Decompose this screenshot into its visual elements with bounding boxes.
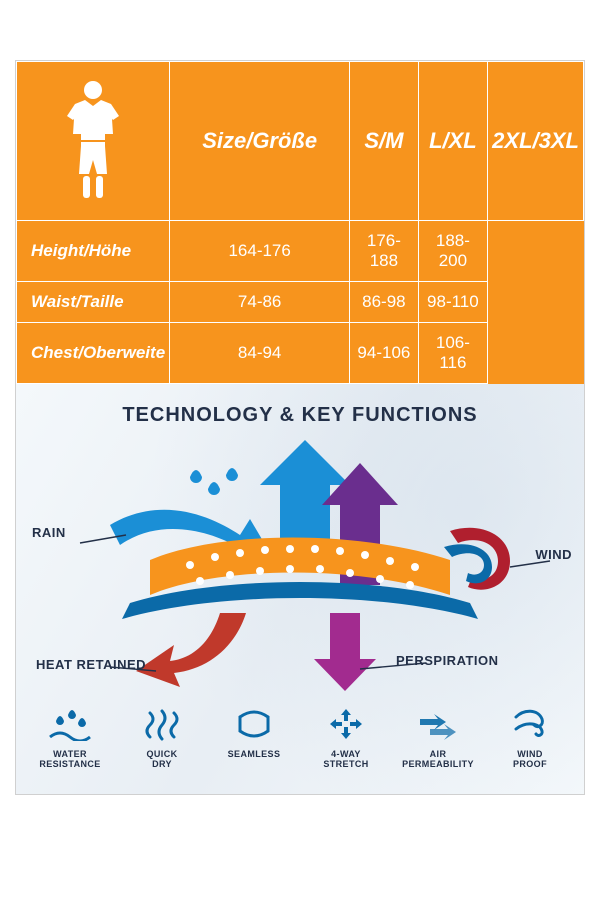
- feature-caption: AIR PERMEABILITY: [394, 749, 482, 770]
- tech-title: TECHNOLOGY & KEY FUNCTIONS: [26, 404, 574, 427]
- table-row: Chest/Oberweite 84-94 94-106 106-116: [17, 323, 584, 384]
- table-row: Waist/Taille 74-86 86-98 98-110: [17, 282, 584, 323]
- size-col-2: 2XL/3XL: [488, 62, 584, 221]
- cell: 86-98: [350, 282, 418, 323]
- label-heat: HEAT RETAINED: [36, 657, 146, 672]
- water-resistance-icon: [26, 705, 114, 743]
- feature-seamless: SEAMLESS: [210, 705, 298, 770]
- perspiration-arrow-icon: [314, 613, 376, 691]
- feature-water-resistance: WATER RESISTANCE: [26, 705, 114, 770]
- quick-dry-icon: [118, 705, 206, 743]
- label-wind: WIND: [535, 547, 572, 562]
- feature-quick-dry: QUICK DRY: [118, 705, 206, 770]
- size-table: Size/Größe S/M L/XL 2XL/3XL Height/Höhe …: [16, 61, 584, 384]
- cell: 106-116: [418, 323, 488, 384]
- cell: 74-86: [170, 282, 350, 323]
- cell: 176-188: [350, 221, 418, 282]
- feature-air-permeability: AIR PERMEABILITY: [394, 705, 482, 770]
- cell: 84-94: [170, 323, 350, 384]
- feature-caption: WIND PROOF: [486, 749, 574, 770]
- wind-proof-icon: [486, 705, 574, 743]
- feature-four-way-stretch: 4-WAY STRETCH: [302, 705, 390, 770]
- cell: 98-110: [418, 282, 488, 323]
- size-col-0: S/M: [350, 62, 418, 221]
- technology-panel: TECHNOLOGY & KEY FUNCTIONS: [16, 384, 584, 794]
- label-rain: RAIN: [32, 525, 66, 540]
- heat-arrow-icon: [136, 613, 246, 687]
- feature-caption: SEAMLESS: [210, 749, 298, 759]
- row-label: Waist/Taille: [17, 282, 170, 323]
- row-label: Height/Höhe: [17, 221, 170, 282]
- cell: 188-200: [418, 221, 488, 282]
- size-col-1: L/XL: [418, 62, 488, 221]
- seamless-icon: [210, 705, 298, 743]
- cell: 94-106: [350, 323, 418, 384]
- raindrops-icon: [190, 468, 238, 495]
- size-header-title: Size/Größe: [170, 62, 350, 221]
- person-icon-cell: [17, 62, 170, 221]
- person-icon: [21, 76, 165, 206]
- cell: 164-176: [170, 221, 350, 282]
- infographic-card: Size/Größe S/M L/XL 2XL/3XL Height/Höhe …: [15, 60, 585, 795]
- feature-wind-proof: WIND PROOF: [486, 705, 574, 770]
- feature-caption: WATER RESISTANCE: [26, 749, 114, 770]
- table-row: Height/Höhe 164-176 176-188 188-200: [17, 221, 584, 282]
- feature-caption: 4-WAY STRETCH: [302, 749, 390, 770]
- features-row: WATER RESISTANCE QUICK DRY: [26, 705, 574, 770]
- row-label: Chest/Oberweite: [17, 323, 170, 384]
- wind-arrow-icon: [444, 528, 510, 590]
- feature-caption: QUICK DRY: [118, 749, 206, 770]
- tech-diagram: RAIN WIND HEAT RETAINED PERSPIRATION: [26, 435, 574, 695]
- label-perspiration: PERSPIRATION: [396, 653, 499, 668]
- air-permeability-icon: [394, 705, 482, 743]
- stretch-icon: [302, 705, 390, 743]
